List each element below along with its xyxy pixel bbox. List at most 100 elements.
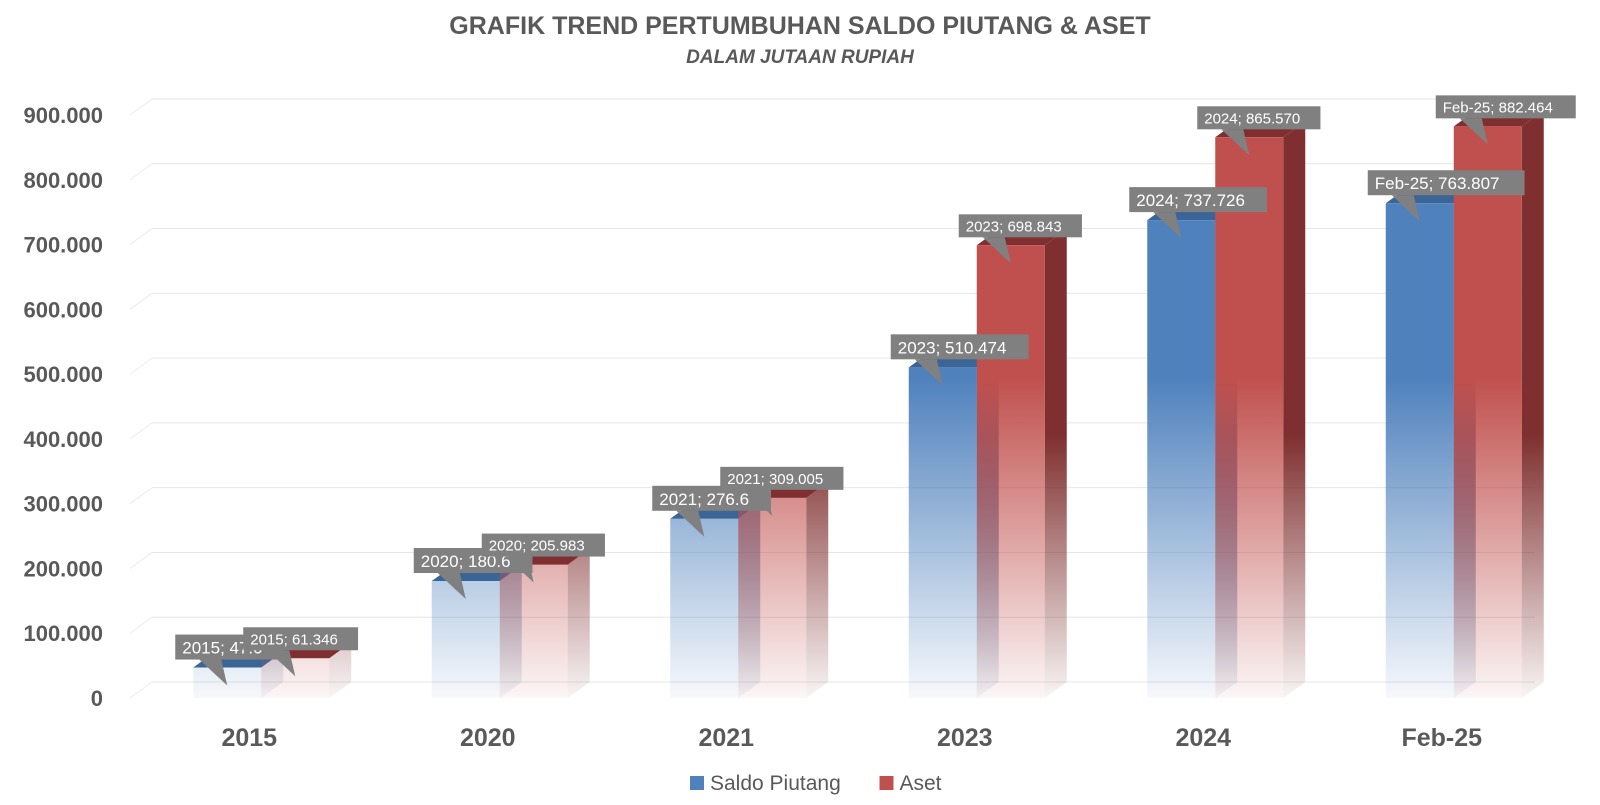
- gridline-depth: [129, 357, 153, 375]
- bar-front: [261, 658, 330, 698]
- data-label-pointer: [744, 489, 773, 516]
- y-tick-label: 600.000: [23, 297, 103, 322]
- legend-label: Saldo Piutang: [710, 772, 841, 795]
- gridlines: [129, 98, 1535, 699]
- bar-side: [806, 481, 829, 698]
- data-label-text: 2024; 865.570: [1204, 110, 1300, 127]
- y-tick-label: 800.000: [23, 168, 103, 193]
- bar-front: [1453, 126, 1522, 698]
- gridline-depth: [129, 681, 153, 699]
- bar-side: [567, 548, 590, 698]
- y-tick-label: 500.000: [23, 362, 103, 387]
- legend-item-aset: Aset: [879, 772, 942, 795]
- data-label-box: [243, 627, 359, 651]
- gridline-depth: [129, 422, 153, 440]
- bar-front: [499, 564, 568, 698]
- x-tick-label: 2021: [698, 724, 754, 752]
- y-tick-label: 0: [91, 686, 103, 711]
- data-label: 2024; 737.726: [1129, 187, 1268, 239]
- data-label-box: [1435, 95, 1576, 119]
- data-label-box: [958, 214, 1082, 238]
- bar-front: [431, 581, 500, 698]
- data-label: 2021; 309.005: [720, 466, 844, 516]
- y-tick-label: 300.000: [23, 492, 103, 517]
- chart-subtitle: DALAM JUTAAN RUPIAH: [686, 47, 915, 68]
- data-label-text: 2023; 698.843: [966, 218, 1062, 235]
- y-tick-label: 100.000: [23, 621, 103, 646]
- data-label: 2015; 61.346: [243, 627, 359, 677]
- data-label-pointer: [1391, 195, 1420, 222]
- bar-front: [976, 245, 1045, 698]
- y-tick-label: 900.000: [23, 103, 103, 128]
- data-label-text: 2015; 47.0: [182, 639, 262, 658]
- data-label-box: [1197, 106, 1321, 130]
- data-label-box: [720, 466, 844, 490]
- legend: Saldo Piutang Aset: [690, 772, 942, 795]
- data-label-pointer: [676, 510, 705, 537]
- chart-title: GRAFIK TREND PERTUMBUHAN SALDO PIUTANG &…: [449, 12, 1150, 40]
- gridline-depth: [129, 98, 153, 116]
- bars: [193, 110, 1544, 699]
- bar-aset-2021: [738, 481, 829, 698]
- bar-side: [1283, 121, 1306, 699]
- bar-aset-2023: [976, 229, 1067, 698]
- y-axis-ticks: 0 100.000 200.000 300.000 400.000 500.000 600.…: [23, 103, 103, 711]
- x-tick-label: 2020: [460, 724, 516, 752]
- legend-swatch: [690, 776, 704, 790]
- x-tick-label: 2024: [1175, 724, 1231, 752]
- bar-front: [1215, 137, 1284, 699]
- bar-side: [329, 642, 352, 698]
- bar-side: [1521, 110, 1544, 698]
- data-label-box: [890, 334, 1029, 360]
- legend-item-saldo-piutang: Saldo Piutang: [690, 772, 841, 795]
- data-label-text: 2020; 180.6: [421, 552, 511, 571]
- x-tick-label: Feb-25: [1401, 724, 1482, 752]
- data-label-text: 2021; 309.005: [727, 471, 823, 488]
- data-label-pointer: [1221, 129, 1250, 156]
- bar-front: [908, 367, 977, 698]
- bar-aset-feb-25: [1453, 110, 1544, 698]
- data-label-text: 2015; 61.346: [250, 631, 338, 648]
- data-label-pointer: [914, 359, 943, 386]
- y-tick-label: 200.000: [23, 556, 103, 581]
- data-label-pointer: [1153, 212, 1182, 239]
- legend-swatch: [879, 776, 894, 790]
- y-tick-label: 700.000: [23, 233, 103, 258]
- bar-front: [1385, 203, 1454, 699]
- data-label: 2023; 510.474: [890, 334, 1029, 386]
- data-label-text: 2023; 510.474: [898, 338, 1007, 357]
- data-label-text: 2021; 276.6: [659, 490, 749, 509]
- bar-side: [1044, 229, 1067, 698]
- data-label: 2015; 47.0: [175, 634, 285, 686]
- gridline-depth: [129, 228, 153, 245]
- data-label: 2020; 205.983: [481, 533, 605, 583]
- data-label: 2024; 865.570: [1197, 106, 1321, 156]
- data-label: Feb-25; 763.807: [1367, 170, 1525, 222]
- bar-front: [1147, 220, 1216, 698]
- gridline-depth: [129, 487, 153, 505]
- legend-label: Aset: [900, 772, 942, 795]
- bar-front: [193, 667, 262, 698]
- data-label-box: [481, 533, 605, 557]
- data-label-pointer: [505, 556, 534, 583]
- bar-aset-2024: [1215, 121, 1306, 699]
- gridline-depth: [129, 292, 153, 310]
- bar-front: [738, 497, 807, 698]
- data-label: 2023; 698.843: [958, 214, 1082, 264]
- data-label-box: [1367, 170, 1525, 196]
- data-label-text: 2020; 205.983: [489, 538, 585, 555]
- data-label-pointer: [437, 573, 466, 600]
- data-label-text: 2024; 737.726: [1136, 191, 1245, 210]
- x-tick-label: 2023: [937, 724, 993, 752]
- data-label-text: Feb-25; 882.464: [1443, 99, 1553, 116]
- data-label-box: [1129, 187, 1268, 213]
- data-label-pointer: [1459, 118, 1488, 145]
- data-label-pointer: [199, 659, 228, 686]
- data-label-pointer: [267, 650, 296, 677]
- gridline-depth: [129, 552, 153, 569]
- data-label: Feb-25; 882.464: [1435, 95, 1576, 145]
- bar-front: [670, 518, 739, 698]
- y-tick-label: 400.000: [23, 427, 103, 452]
